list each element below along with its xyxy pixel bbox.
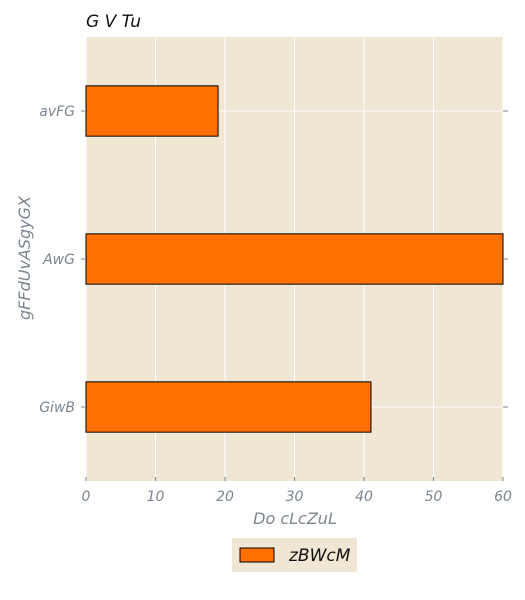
bar	[85, 381, 372, 433]
legend-swatch	[239, 547, 275, 563]
legend-label: zBWcM	[288, 546, 351, 566]
y-tick-label: AwG	[42, 252, 75, 268]
x-axis-label: Do cLcZuL	[253, 509, 337, 528]
x-axis-ticks: 0 10 20 30 40 50 60	[82, 477, 512, 505]
legend: zBWcM	[232, 538, 357, 572]
x-tick-label: 50	[425, 489, 443, 505]
x-tick-label: 0	[82, 489, 91, 505]
y-axis-label: gFFdUvASgyGX	[15, 195, 34, 320]
x-tick-label: 20	[216, 489, 234, 505]
y-axis-ticks: avFG AwG GiwB	[39, 104, 508, 416]
chart-title: G V Tu	[86, 12, 141, 32]
x-tick-label: 40	[355, 489, 373, 505]
bar	[85, 233, 504, 285]
y-tick-label: avFG	[39, 104, 75, 120]
y-tick-label: GiwB	[39, 400, 75, 416]
bar	[85, 85, 219, 137]
bars	[85, 85, 504, 433]
x-tick-label: 30	[286, 489, 304, 505]
x-tick-label: 60	[494, 489, 512, 505]
x-tick-label: 10	[147, 489, 165, 505]
